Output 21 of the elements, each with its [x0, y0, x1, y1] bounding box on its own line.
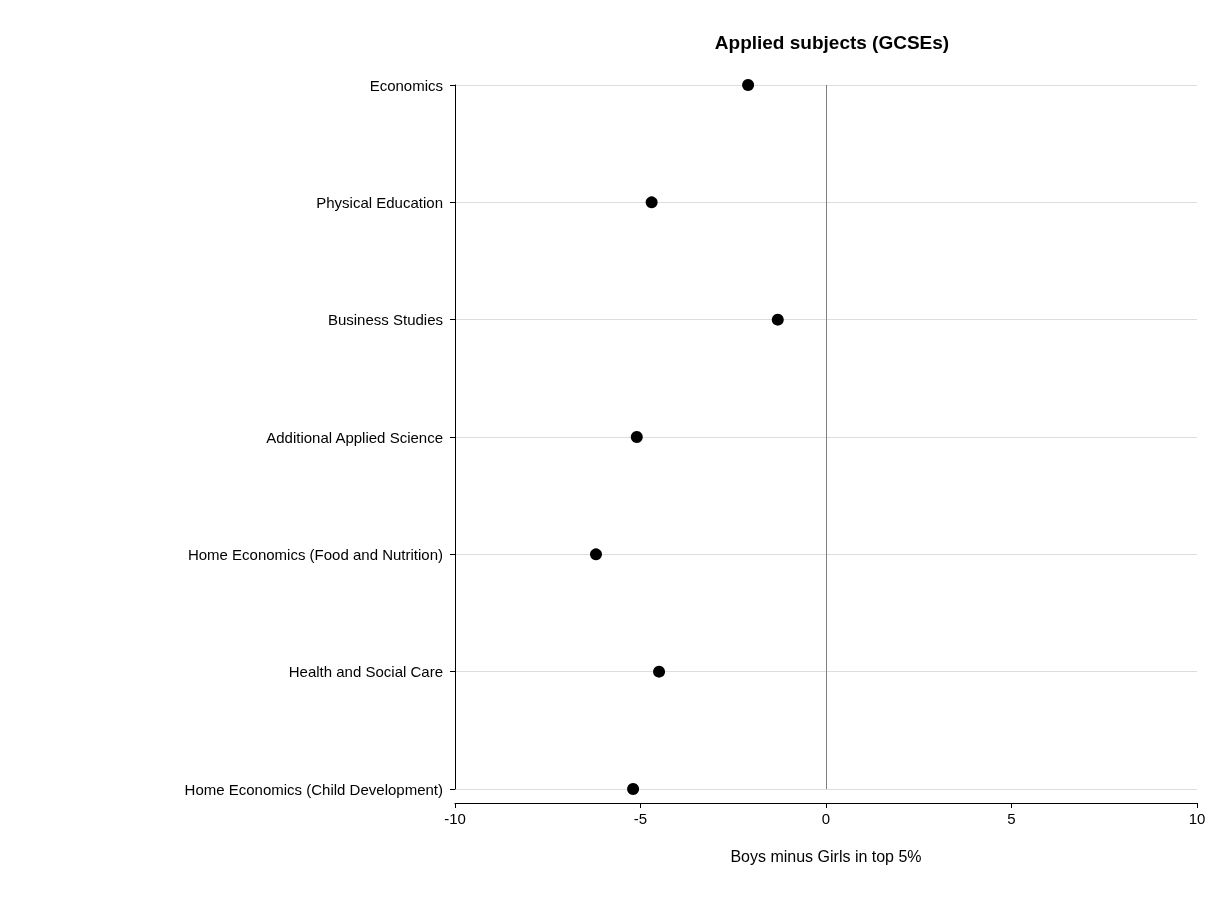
x-tick-label: -10 — [444, 810, 466, 827]
y-tick-label: Physical Education — [316, 193, 443, 211]
point — [653, 665, 666, 678]
y-tick-label: Business Studies — [327, 311, 443, 329]
x-tick-label: 5 — [1007, 810, 1016, 827]
y-tick-label: Home Economics (Food and Nutrition) — [187, 545, 443, 563]
point — [630, 431, 643, 443]
x-tick-label: -5 — [633, 810, 648, 827]
x-tick-label: 0 — [821, 810, 831, 827]
x-axis-title: Boys minus Girls in top 5% — [730, 847, 922, 865]
point — [771, 313, 784, 326]
point — [645, 196, 658, 209]
y-tick-label: Additional Applied Science — [266, 428, 443, 446]
point — [589, 548, 602, 561]
point — [627, 783, 640, 795]
y-tick-label: Economics — [369, 76, 443, 94]
y-tick-label: Home Economics (Child Development) — [184, 780, 443, 798]
y-tick-label: Health and Social Care — [288, 663, 443, 681]
point — [742, 79, 755, 91]
x-tick-label: 10 — [1188, 810, 1206, 827]
chart-title: Applied subjects (GCSEs) — [714, 32, 950, 53]
